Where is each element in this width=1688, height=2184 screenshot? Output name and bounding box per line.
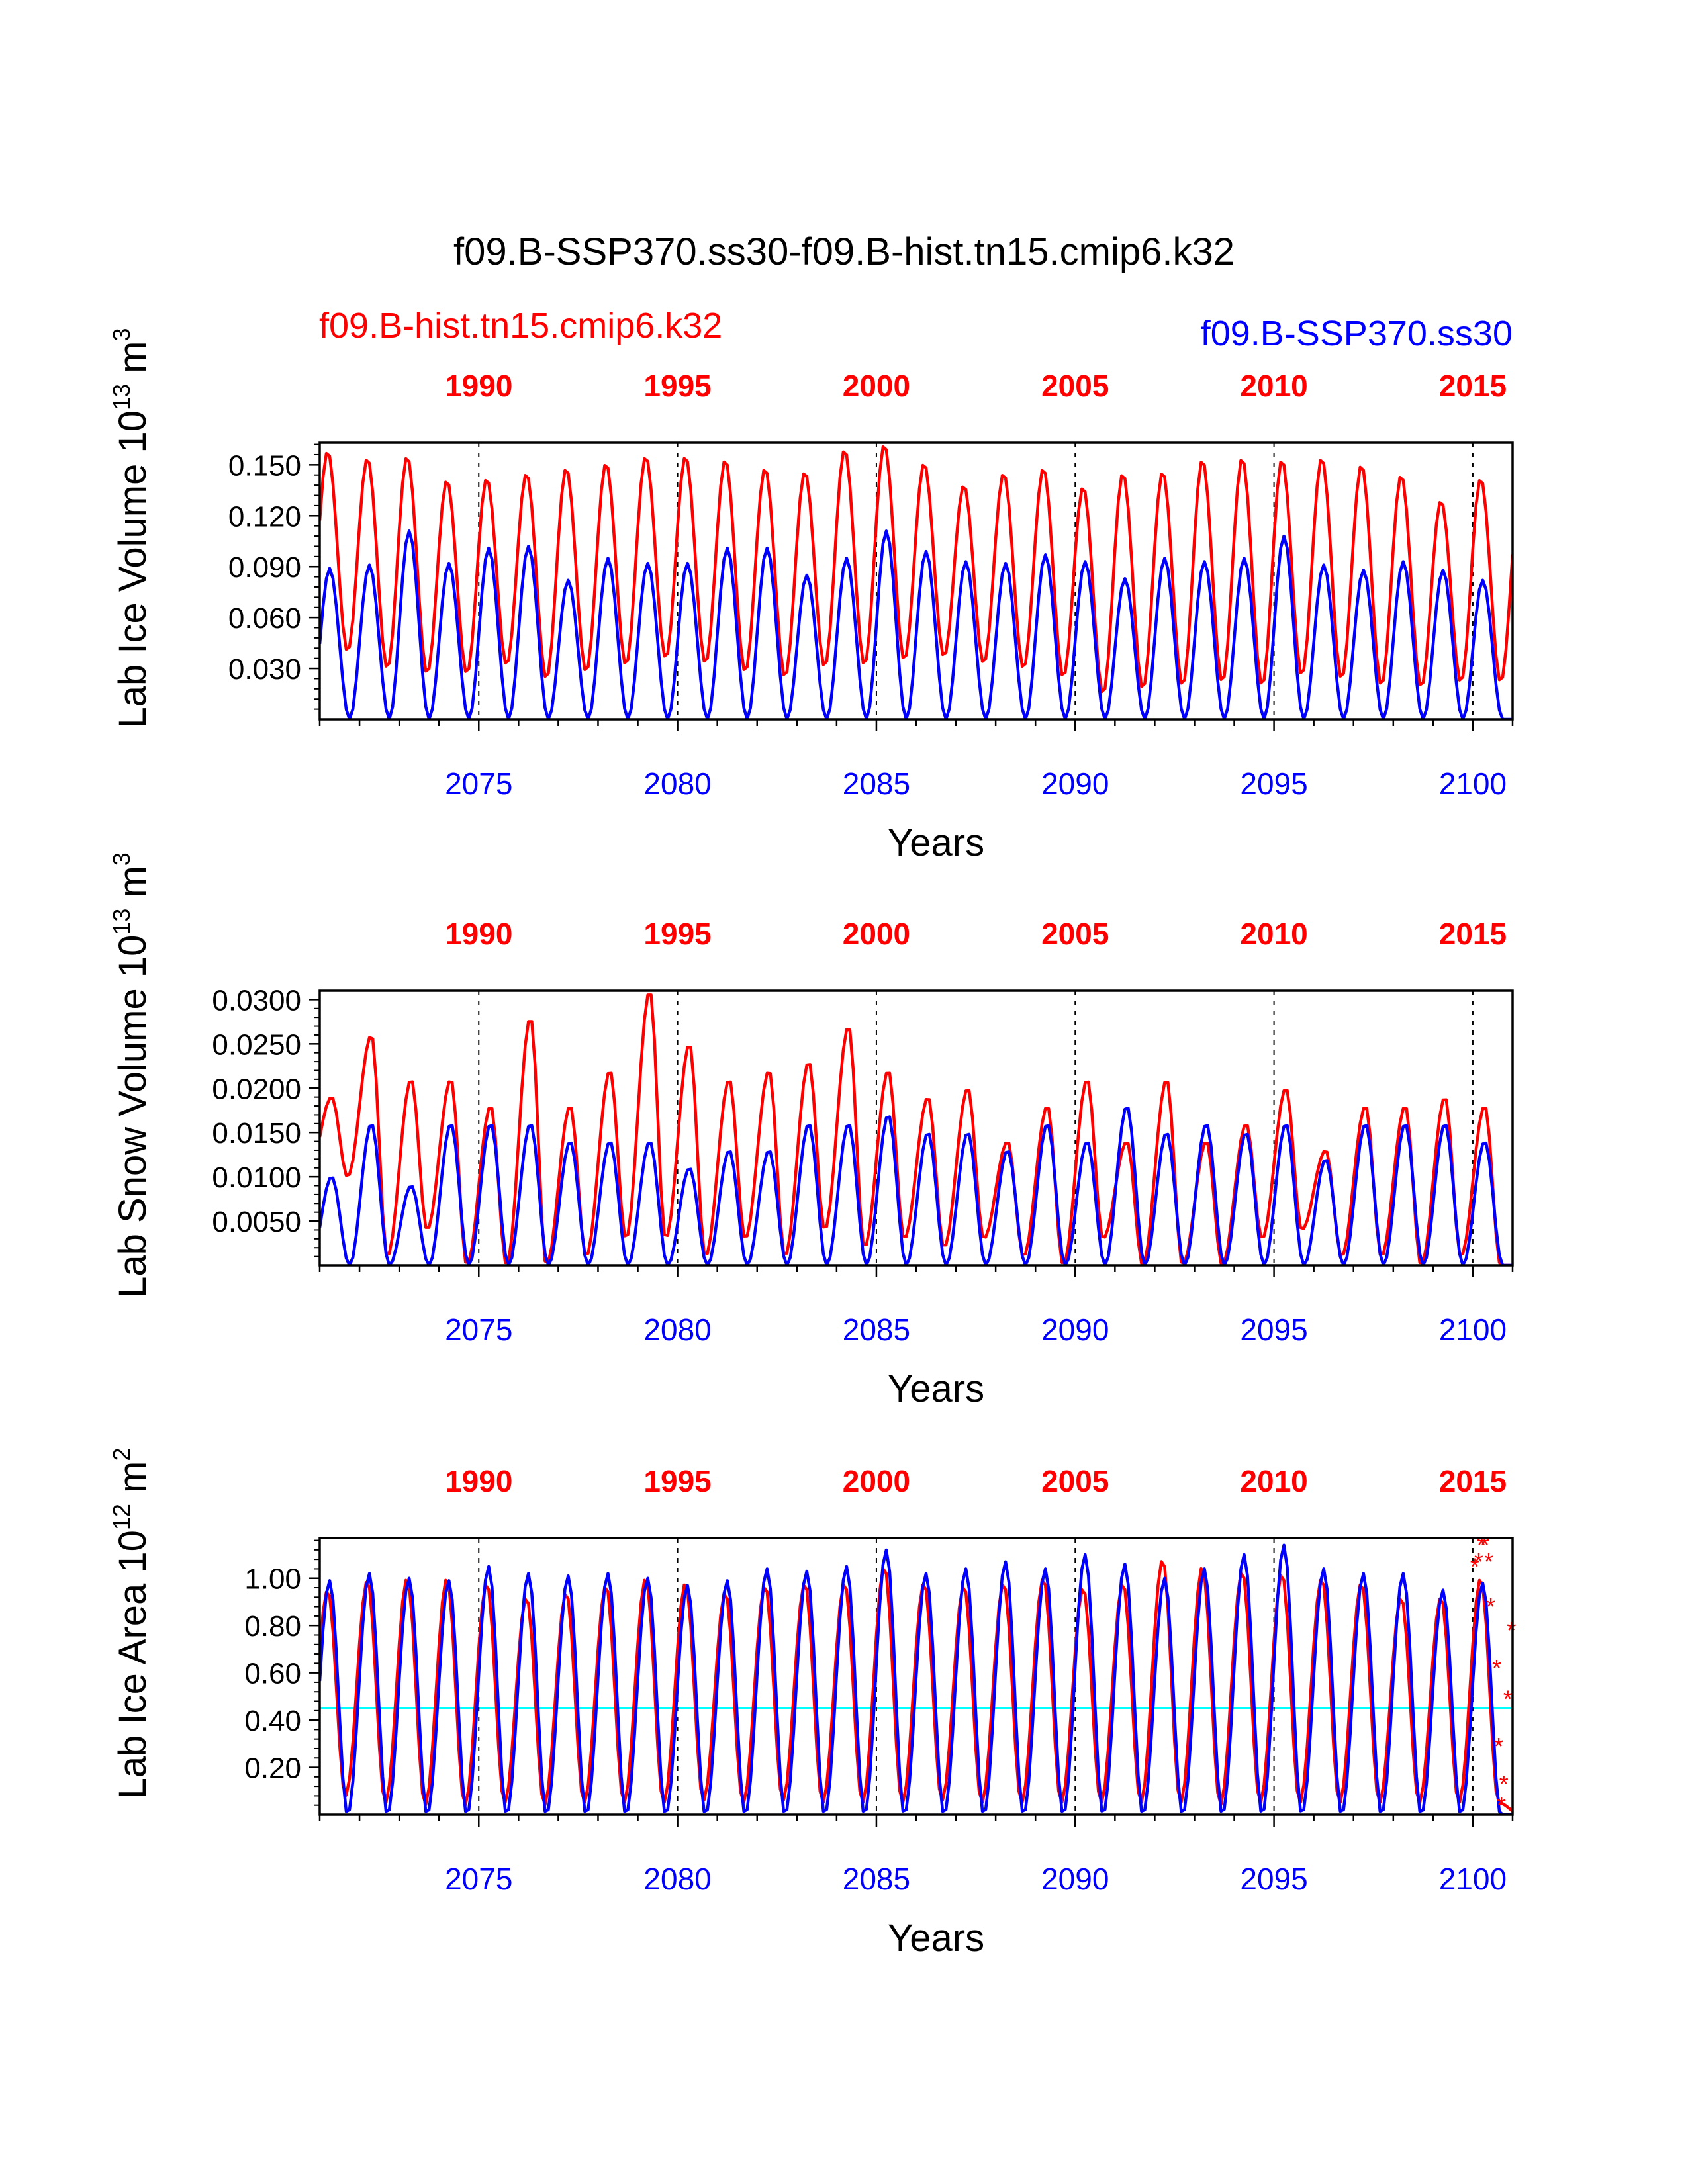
x-tick-label-top: 2000 <box>843 369 910 403</box>
series-group <box>320 1543 1513 1815</box>
plot-frame <box>318 989 1514 1267</box>
x-tick-label-bottom: 2095 <box>1240 1862 1307 1896</box>
x-axis-label: Years <box>888 821 984 864</box>
y-tick-label: 0.0050 <box>212 1206 301 1238</box>
x-tick-label-top: 1995 <box>643 369 711 403</box>
x-tick-label-bottom: 2075 <box>445 766 512 801</box>
y-tick-label: 0.060 <box>228 602 301 635</box>
x-tick-label-bottom: 2085 <box>843 1862 910 1896</box>
x-tick-label-top: 2000 <box>843 1464 910 1498</box>
x-tick-label-top: 2005 <box>1041 917 1109 951</box>
marker-point-5: * <box>1486 1593 1495 1620</box>
chart-panel-2: 2075 2080 2085 2090 2095 2100 1990 1995 2000 2005… <box>108 852 1514 1410</box>
y-tick-label: 0.60 <box>244 1658 301 1690</box>
x-tick-label-bottom: 2090 <box>1041 1312 1109 1347</box>
x-tick-label-bottom: 2080 <box>643 766 711 801</box>
x-axis-label: Years <box>888 1917 984 1960</box>
y-tick-label: 0.0250 <box>212 1028 301 1061</box>
series-line-blue <box>320 1107 1513 1265</box>
x-tick-label-top: 2010 <box>1240 1464 1307 1498</box>
series-line-red <box>320 445 1513 694</box>
x-tick-label-bottom: 2075 <box>445 1862 512 1896</box>
chart-panels: 2075 2080 2085 2090 2095 2100 1990 1995 2000 2005… <box>108 328 1516 1960</box>
marker-point-8: * <box>1497 1792 1506 1819</box>
y-tick-label: 0.030 <box>228 653 301 686</box>
legend-blue-label: f09.B-SSP370.ss30 <box>1201 314 1513 353</box>
marker-point-6: * <box>1492 1655 1501 1682</box>
x-tick-label-bottom: 2085 <box>843 766 910 801</box>
y-axis-label: Lab Ice Volume 1013 m3 <box>108 328 154 729</box>
series-line-blue <box>320 1543 1513 1815</box>
x-tick-label-top: 2010 <box>1240 917 1307 951</box>
x-tick-label-top: 2000 <box>843 917 910 951</box>
y-tick-label: 0.090 <box>228 551 301 584</box>
y-tick-label: 0.40 <box>244 1705 301 1737</box>
x-tick-label-top: 2015 <box>1439 369 1507 403</box>
x-tick-label-bottom: 2090 <box>1041 1862 1109 1896</box>
y-axis-label: Lab Ice Area 1012 m2 <box>108 1448 154 1799</box>
y-tick-label: 0.0100 <box>212 1161 301 1194</box>
x-tick-label-top: 2015 <box>1439 1464 1507 1498</box>
y-tick-label: 0.120 <box>228 500 301 533</box>
y-tick-label: 1.00 <box>244 1563 301 1596</box>
legend-red-label: f09.B-hist.tn15.cmip6.k32 <box>319 306 722 345</box>
x-tick-label-top: 1990 <box>445 917 512 951</box>
marker-point-7: * <box>1494 1733 1503 1760</box>
y-tick-label: 0.0300 <box>212 984 301 1017</box>
series-line-blue <box>320 529 1513 719</box>
x-tick-label-bottom: 2085 <box>843 1312 910 1347</box>
y-tick-label: 0.0200 <box>212 1073 301 1105</box>
marker-point-0: * <box>1470 1553 1479 1580</box>
chart-panel-3: ************2075 2080 2085 2090 2095 21001990… <box>108 1448 1516 1960</box>
x-tick-label-top: 2005 <box>1041 369 1109 403</box>
y-axis-label: Lab Snow Volume 1013 m3 <box>108 852 154 1298</box>
series-line-red <box>320 993 1513 1265</box>
x-tick-label-top: 2010 <box>1240 369 1307 403</box>
x-tick-label-bottom: 2090 <box>1041 766 1109 801</box>
marker-point-4: * <box>1484 1548 1493 1575</box>
figure-title: f09.B-SSP370.ss30-f09.B-hist.tn15.cmip6.… <box>453 230 1235 273</box>
x-tick-label-top: 1995 <box>643 1464 711 1498</box>
marker-point-11: * <box>1507 1617 1516 1644</box>
x-tick-label-bottom: 2100 <box>1439 1862 1507 1896</box>
x-tick-label-top: 2015 <box>1439 917 1507 951</box>
x-tick-label-bottom: 2080 <box>643 1312 711 1347</box>
x-tick-label-top: 2005 <box>1041 1464 1109 1498</box>
x-tick-label-top: 1990 <box>445 369 512 403</box>
x-tick-label-top: 1995 <box>643 917 711 951</box>
y-tick-label: 0.150 <box>228 449 301 482</box>
y-tick-label: 0.80 <box>244 1610 301 1643</box>
series-group <box>320 445 1513 719</box>
x-tick-label-bottom: 2080 <box>643 1862 711 1896</box>
y-tick-label: 0.0150 <box>212 1117 301 1150</box>
marker-point-1: * <box>1474 1548 1483 1575</box>
x-axis-label: Years <box>888 1367 984 1410</box>
marker-point-9: * <box>1499 1770 1509 1797</box>
chart-panel-1: 2075 2080 2085 2090 2095 2100 1990 1995 2000 2005… <box>108 328 1514 864</box>
series-group <box>320 993 1513 1265</box>
y-tick-label: 0.20 <box>244 1752 301 1785</box>
x-tick-label-top: 1990 <box>445 1464 512 1498</box>
x-tick-label-bottom: 2095 <box>1240 766 1307 801</box>
x-tick-label-bottom: 2100 <box>1439 1312 1507 1347</box>
marker-point-10: * <box>1503 1685 1513 1712</box>
x-tick-label-bottom: 2075 <box>445 1312 512 1347</box>
x-tick-label-bottom: 2095 <box>1240 1312 1307 1347</box>
x-tick-label-bottom: 2100 <box>1439 766 1507 801</box>
